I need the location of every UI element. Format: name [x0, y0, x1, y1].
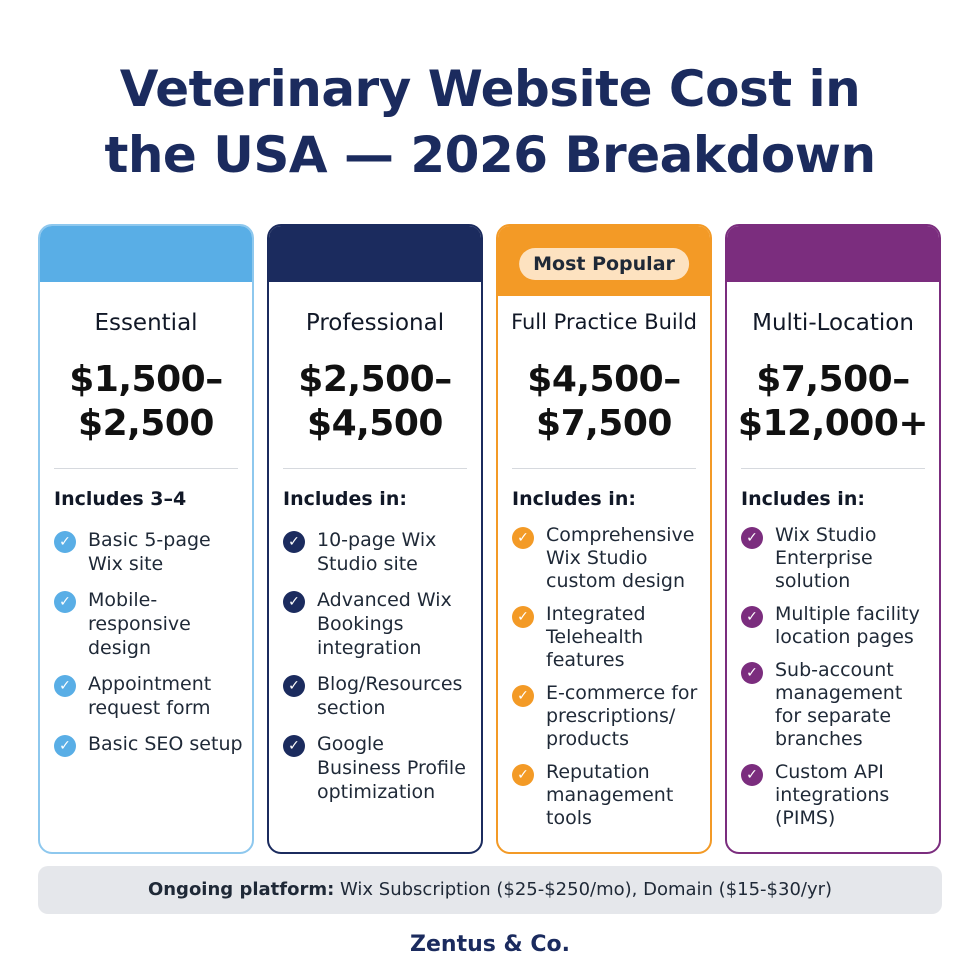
plan-name: Full Practice Build — [511, 310, 697, 334]
list-item: ✓ Sub-account management for separate bra… — [741, 659, 931, 751]
divider — [512, 468, 696, 469]
plan-price: $7,500– $12,000+ — [727, 358, 939, 446]
ongoing-text: Wix Subscription ($25-$250/mo), Domain (… — [334, 879, 833, 900]
price-line-1: $4,500– — [527, 359, 681, 400]
check-circle-icon: ✓ — [512, 685, 534, 707]
list-item: ✓ Basic SEO setup — [54, 732, 244, 757]
plan-name: Essential — [94, 310, 198, 336]
ongoing-label: Ongoing platform: — [147, 879, 335, 900]
feature-text: Multiple facility location pages — [775, 603, 920, 648]
check-circle-icon: ✓ — [741, 606, 763, 628]
divider — [283, 468, 467, 469]
feature-text: Blog/Resources section — [317, 673, 463, 719]
ongoing-costs-bar: Ongoing platform: Wix Subscription ($25-… — [38, 866, 942, 914]
list-item: ✓ Custom API integrations (PIMS) — [741, 761, 931, 830]
list-item: ✓ Google Business Profile optimization — [283, 732, 473, 804]
feature-text: Reputation management tools — [546, 761, 674, 829]
price-line-2: $7,500 — [536, 403, 672, 444]
plan-price: $2,500– $4,500 — [269, 358, 481, 446]
check-circle-icon: ✓ — [512, 606, 534, 628]
pricing-card-multi-location: Multi-Location $7,500– $12,000+ Includes… — [725, 224, 941, 854]
includes-label: Includes in: — [741, 488, 865, 510]
list-item: ✓ Appointment request form — [54, 672, 244, 720]
list-item: ✓ Integrated Telehealth features — [512, 603, 702, 672]
pricing-card-essential: Essential $1,500– $2,500 Includes 3–4 ✓ B… — [38, 224, 254, 854]
includes-label: Includes in: — [283, 488, 407, 510]
pricing-card-professional: Professional $2,500– $4,500 Includes in:… — [267, 224, 483, 854]
feature-text: Wix Studio Enterprise solution — [775, 524, 877, 592]
brand-name: Zentus & Co. — [410, 932, 570, 957]
feature-list: ✓ Basic 5-page Wix site ✓ Mobile-responsiv… — [54, 528, 244, 757]
list-item: ✓ Basic 5-page Wix site — [54, 528, 244, 576]
price-line-1: $1,500– — [69, 359, 223, 400]
list-item: ✓ Mobile-responsive design — [54, 588, 244, 660]
feature-list: ✓ Comprehensive Wix Studio custom design … — [512, 524, 702, 830]
feature-text: Basic SEO setup — [88, 733, 243, 755]
list-item: ✓ Wix Studio Enterprise solution — [741, 524, 931, 593]
feature-text: 10-page Wix Studio site — [317, 529, 437, 575]
list-item: ✓ E-commerce for prescriptions/ products — [512, 682, 702, 751]
feature-list: ✓ 10-page Wix Studio site ✓ Advanced Wix B… — [283, 528, 473, 804]
feature-text: Basic 5-page Wix site — [88, 529, 211, 575]
check-circle-icon: ✓ — [54, 675, 76, 697]
plan-name: Multi-Location — [752, 310, 914, 336]
list-item: ✓ Comprehensive Wix Studio custom design — [512, 524, 702, 593]
pricing-card-full-practice: Most Popular Full Practice Build $4,500–… — [496, 224, 712, 854]
feature-text: Integrated Telehealth features — [546, 603, 646, 671]
feature-text: Sub-account management for separate bran… — [775, 659, 903, 750]
check-circle-icon: ✓ — [283, 735, 305, 757]
title-line-2: the USA — 2026 Breakdown — [104, 126, 876, 184]
feature-text: Advanced Wix Bookings integration — [317, 589, 452, 659]
feature-text: Appointment request form — [88, 673, 212, 719]
check-circle-icon: ✓ — [741, 527, 763, 549]
check-circle-icon: ✓ — [283, 675, 305, 697]
feature-list: ✓ Wix Studio Enterprise solution ✓ Multipl… — [741, 524, 931, 830]
check-circle-icon: ✓ — [512, 527, 534, 549]
check-circle-icon: ✓ — [283, 591, 305, 613]
check-circle-icon: ✓ — [54, 591, 76, 613]
list-item: ✓ 10-page Wix Studio site — [283, 528, 473, 576]
price-line-2: $12,000+ — [737, 403, 929, 444]
title-line-1: Veterinary Website Cost in — [119, 60, 861, 118]
page-title: Veterinary Website Cost in the USA — 202… — [0, 56, 980, 188]
list-item: ✓ Blog/Resources section — [283, 672, 473, 720]
card-header-multi-location — [727, 226, 939, 282]
plan-price: $1,500– $2,500 — [40, 358, 252, 446]
list-item: ✓ Advanced Wix Bookings integration — [283, 588, 473, 660]
feature-text: Custom API integrations (PIMS) — [775, 761, 890, 829]
plan-name: Professional — [305, 310, 445, 336]
feature-text: Mobile-responsive design — [88, 589, 191, 659]
most-popular-badge: Most Popular — [519, 248, 689, 280]
check-circle-icon: ✓ — [54, 531, 76, 553]
plan-price: $4,500– $7,500 — [498, 358, 710, 446]
price-line-1: $7,500– — [756, 359, 910, 400]
check-circle-icon: ✓ — [512, 764, 534, 786]
check-circle-icon: ✓ — [741, 764, 763, 786]
price-line-2: $2,500 — [78, 403, 214, 444]
feature-text: Comprehensive Wix Studio custom design — [546, 524, 695, 592]
divider — [54, 468, 238, 469]
feature-text: E-commerce for prescriptions/ products — [546, 682, 698, 750]
check-circle-icon: ✓ — [741, 662, 763, 684]
card-header-essential — [40, 226, 252, 282]
card-header-full-practice: Most Popular — [498, 226, 710, 296]
check-circle-icon: ✓ — [54, 735, 76, 757]
includes-label: Includes in: — [512, 488, 636, 510]
list-item: ✓ Multiple facility location pages — [741, 603, 931, 649]
price-line-2: $4,500 — [307, 403, 443, 444]
list-item: ✓ Reputation management tools — [512, 761, 702, 830]
feature-text: Google Business Profile optimization — [317, 733, 466, 803]
card-header-professional — [269, 226, 481, 282]
price-line-1: $2,500– — [298, 359, 452, 400]
check-circle-icon: ✓ — [283, 531, 305, 553]
divider — [741, 468, 925, 469]
includes-label: Includes 3–4 — [54, 488, 187, 510]
